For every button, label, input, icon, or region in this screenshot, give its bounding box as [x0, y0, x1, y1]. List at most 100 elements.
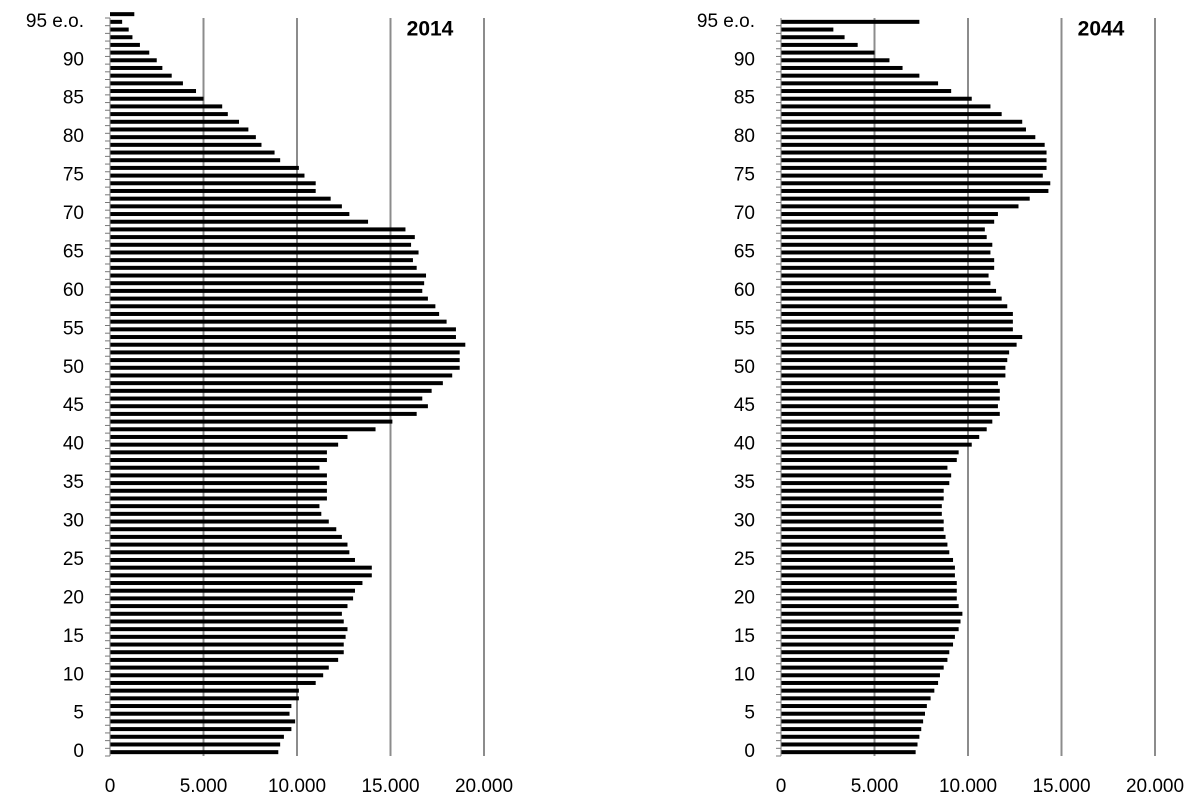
bar [110, 427, 376, 432]
bar [110, 481, 327, 486]
bar [110, 311, 440, 316]
y-tick-label: 35 [63, 472, 84, 493]
bar [781, 142, 1045, 147]
bar [110, 181, 316, 186]
y-tick-label: 90 [734, 49, 755, 70]
bar [781, 173, 1043, 178]
bar [781, 511, 942, 516]
y-tick-label: 85 [734, 88, 755, 109]
bar [110, 235, 415, 240]
bar [110, 381, 443, 386]
bar [110, 611, 342, 616]
bar [781, 258, 995, 263]
bar [110, 750, 279, 755]
bar [110, 573, 372, 578]
bar [110, 665, 329, 670]
y-tick-label: 75 [63, 165, 84, 186]
bar [110, 396, 423, 401]
bar [781, 473, 952, 478]
bar [781, 496, 944, 501]
chart-title: 2044 [1078, 18, 1125, 41]
bar [781, 342, 1017, 347]
bar [781, 557, 954, 562]
bar [110, 619, 344, 624]
bar [110, 19, 123, 24]
bar [110, 373, 453, 378]
bar [110, 542, 348, 547]
bar [110, 112, 228, 117]
bar [781, 619, 961, 624]
bar [110, 673, 324, 678]
bar [781, 227, 985, 232]
bar [781, 42, 858, 47]
bar [781, 642, 954, 647]
bar [781, 458, 957, 463]
bar [110, 250, 419, 255]
y-tick-label: 85 [63, 88, 84, 109]
bar [110, 642, 344, 647]
bar [110, 135, 256, 140]
x-tick-label: 0 [105, 776, 116, 797]
x-tick-label: 10.000 [939, 776, 997, 797]
y-tick-label: 15 [63, 626, 84, 647]
bar [781, 611, 963, 616]
bar [110, 473, 327, 478]
bar [781, 296, 1002, 301]
bar [781, 604, 959, 609]
bar [781, 350, 1010, 355]
bar [110, 650, 344, 655]
bar [781, 419, 993, 424]
bar [110, 304, 436, 309]
bar [781, 596, 957, 601]
bar [110, 519, 329, 524]
bar [781, 58, 890, 63]
bar [110, 296, 428, 301]
bar [781, 127, 1026, 132]
bar [110, 265, 417, 270]
y-tick-label: 45 [63, 395, 84, 416]
y-tick-label: 80 [734, 126, 755, 147]
bar [110, 158, 281, 163]
bar [110, 534, 342, 539]
bar [781, 381, 998, 386]
bar [110, 688, 299, 693]
y-tick-label: 55 [63, 318, 84, 339]
bar [110, 434, 348, 439]
y-tick-label: 5 [744, 703, 755, 724]
bar [781, 519, 944, 524]
bar [781, 65, 903, 70]
bar [781, 450, 959, 455]
bar [110, 127, 249, 132]
bar [110, 150, 275, 155]
bar [781, 527, 944, 532]
bar [781, 81, 939, 86]
bar [110, 65, 163, 70]
bar [110, 173, 305, 178]
bar [781, 165, 1047, 170]
bar [110, 50, 150, 55]
bar [110, 196, 331, 201]
bar [781, 404, 998, 409]
bar [781, 727, 922, 732]
bar [110, 388, 432, 393]
bar [781, 680, 939, 685]
chart-title: 2014 [407, 18, 454, 41]
bar [110, 27, 129, 32]
y-tick-label: 10 [734, 664, 755, 685]
y-tick-label: 50 [63, 357, 84, 378]
bar [110, 504, 320, 509]
bar [110, 550, 350, 555]
bar [781, 665, 944, 670]
bar [781, 35, 845, 40]
bar [110, 58, 157, 63]
bar [110, 142, 262, 147]
y-tick-label: 35 [734, 472, 755, 493]
bar [781, 288, 997, 293]
bar [110, 319, 447, 324]
bar [110, 604, 348, 609]
y-tick-label: 45 [734, 395, 755, 416]
bar [781, 358, 1008, 363]
bar [781, 488, 944, 493]
x-tick-label: 20.000 [455, 776, 513, 797]
